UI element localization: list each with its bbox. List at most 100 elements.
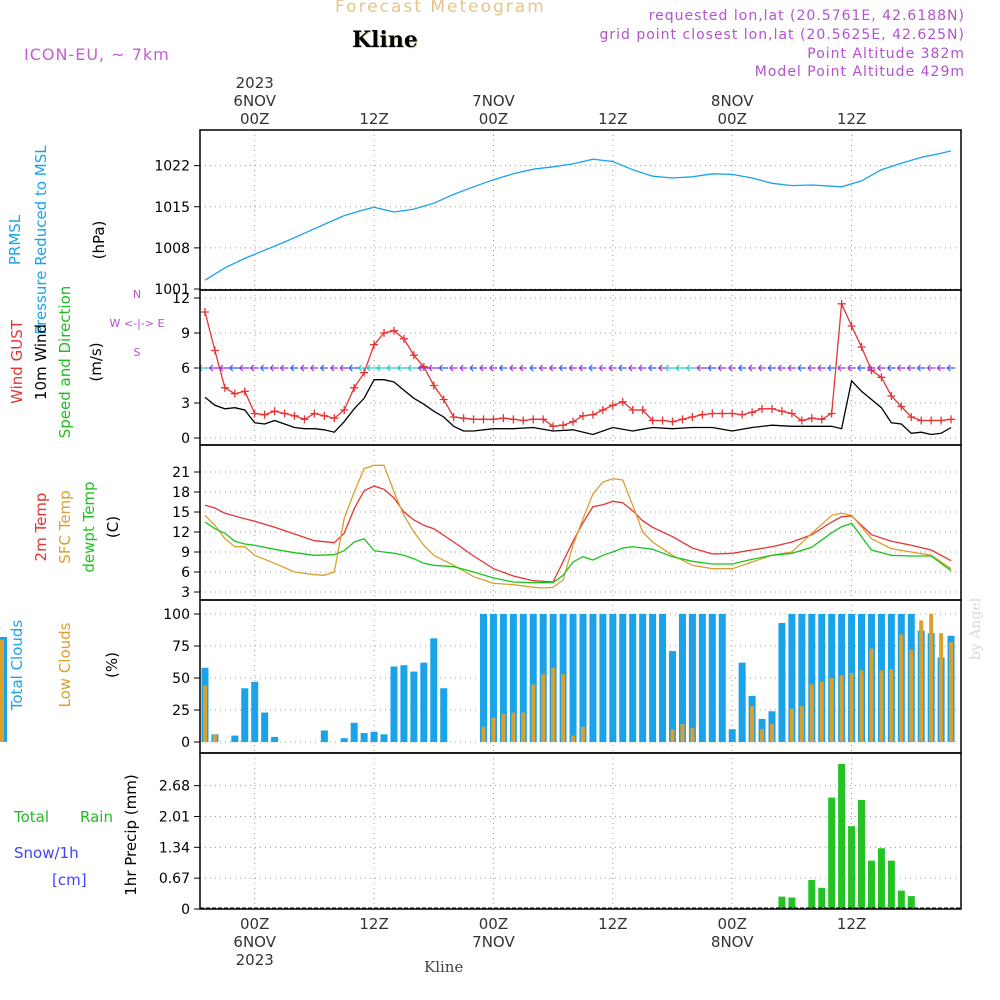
panel-4: 0 25 50 75 100 Total Clouds Low Clouds (%) (0, 599, 962, 754)
gust-marker (300, 415, 309, 424)
gust-marker (260, 410, 269, 419)
bar-total-rain (818, 887, 826, 909)
bar-total-clouds (529, 614, 537, 742)
bar-low-clouds (819, 681, 824, 742)
wind-direction-arrow (876, 364, 886, 372)
bottom-time-tick-label: 7NOV (472, 933, 515, 951)
gust-marker (499, 414, 508, 423)
bar-total-clouds (489, 614, 497, 742)
gust-marker (907, 413, 916, 421)
top-time-tick-label: 12Z (837, 110, 866, 128)
y-tick-label: 1008 (154, 241, 190, 257)
gust-marker (817, 415, 826, 424)
gust-marker (758, 404, 767, 413)
top-time-tick-label: 6NOV (233, 92, 276, 110)
bar-low-clouds (949, 642, 954, 742)
wind-direction-arrow (696, 364, 708, 372)
wind-direction-arrow (208, 364, 221, 372)
bar-total-clouds (370, 731, 378, 742)
bar-low-clouds (561, 674, 566, 742)
wind-direction-arrow (896, 364, 906, 372)
requested-coordinates: requested lon,lat (20.5761E, 42.6188N) (648, 8, 965, 24)
gust-marker (598, 406, 607, 414)
wind-direction-arrow (319, 364, 328, 372)
bar-total-clouds (639, 614, 647, 742)
gust-marker (618, 397, 627, 406)
top-time-tick-label: 00Z (479, 110, 508, 128)
gust-marker (698, 410, 707, 419)
wind-direction-arrow (339, 364, 349, 372)
bottom-time-tick-label: 00Z (479, 915, 508, 933)
gust-marker (270, 407, 279, 416)
grid-point-coordinates: grid point closest lon,lat (20.5625E, 42… (599, 27, 965, 43)
bar-total-clouds (231, 735, 239, 742)
bar-total-clouds (340, 738, 348, 742)
gust-marker (330, 414, 339, 423)
y-tick-label: 0 (181, 431, 190, 447)
y-tick-label: 12 (172, 291, 190, 307)
gust-marker (200, 308, 209, 316)
bar-low-clouds (680, 724, 685, 742)
bar-total-clouds (798, 614, 806, 742)
y-tick-label: 9 (181, 326, 190, 342)
bar-low-clouds (899, 634, 904, 742)
gust-marker (449, 413, 458, 421)
panel-label: Total Clouds (8, 620, 26, 712)
series-line-10m-wind (204, 379, 952, 436)
bar-total-clouds (360, 733, 368, 742)
wind-direction-arrow (618, 364, 627, 372)
gust-marker (370, 340, 379, 349)
gust-marker (628, 406, 637, 414)
bar-total-clouds (271, 736, 279, 742)
gust-marker (569, 417, 578, 426)
bar-total-clouds (569, 614, 577, 742)
wind-direction-arrow (598, 364, 607, 372)
bar-low-clouds (809, 684, 814, 742)
bar-low-clouds (839, 675, 844, 742)
gust-marker (887, 392, 896, 400)
gust-marker (827, 409, 836, 418)
bar-low-clouds (690, 727, 695, 742)
bar-low-clouds (531, 684, 536, 742)
bar-total-clouds (718, 614, 726, 742)
bar-total-clouds (738, 662, 746, 742)
bar-total-rain (788, 897, 796, 909)
wind-direction-arrow (638, 364, 647, 372)
series-line-wind-gust (204, 301, 952, 427)
gust-marker (210, 346, 219, 355)
y-tick-label: 15 (172, 505, 190, 521)
bar-low-clouds (889, 669, 894, 742)
bar-low-clouds (789, 708, 794, 742)
wind-direction-arrow (259, 364, 269, 372)
wind-direction-arrow (797, 364, 806, 372)
y-tick-label: 25 (172, 703, 190, 719)
wind-direction-arrow (886, 364, 896, 372)
gust-marker (559, 421, 568, 430)
bar-total-clouds (678, 614, 686, 742)
gust-marker (539, 415, 548, 424)
gust-marker (479, 415, 488, 424)
gust-marker (857, 343, 866, 351)
bar-total-clouds (251, 681, 259, 742)
y-tick-label: 0.67 (159, 871, 190, 887)
bar-total-clouds (320, 730, 328, 742)
bar-total-clouds (509, 614, 517, 742)
wind-direction-arrow (737, 364, 746, 372)
y-tick-label: 1001 (154, 282, 190, 298)
wind-direction-arrow (330, 364, 338, 372)
gust-marker (927, 416, 936, 425)
gust-marker (678, 415, 687, 424)
gust-marker (340, 406, 349, 414)
panel-label: Total (13, 808, 49, 826)
bar-low-clouds (760, 729, 765, 742)
bar-total-clouds (420, 662, 428, 742)
panel-label: dewpt Temp (80, 481, 98, 572)
wind-direction-arrow (509, 364, 517, 372)
gust-marker (728, 409, 737, 418)
wind-direction-arrow (238, 364, 250, 372)
bar-low-clouds (859, 670, 864, 742)
wind-direction-arrow (558, 364, 567, 372)
panel-frame (199, 444, 962, 601)
